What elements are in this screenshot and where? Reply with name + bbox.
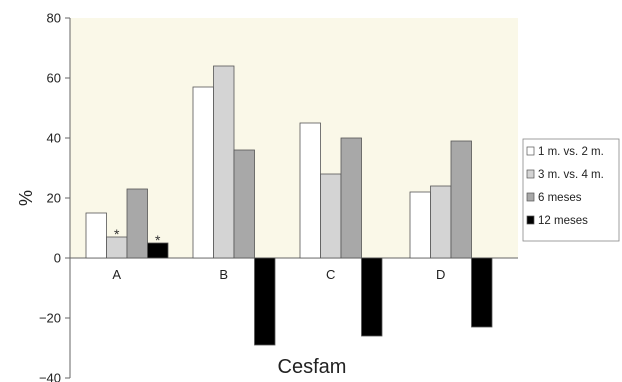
bar <box>471 257 493 328</box>
bar <box>430 185 452 259</box>
y-axis-ticks: 80 60 40 20 0 −20 −40 <box>39 11 70 382</box>
x-axis-label: Cesfam <box>278 356 347 378</box>
legend-label: 3 m. vs. 4 m. <box>538 169 604 181</box>
bar <box>299 122 321 259</box>
y-tick-label: 20 <box>47 191 61 206</box>
category-label: B <box>219 267 228 282</box>
bar <box>320 173 342 259</box>
y-tick-label: −20 <box>39 311 61 326</box>
annotations: * * <box>114 226 161 248</box>
bar <box>340 137 362 259</box>
bar <box>126 188 148 259</box>
legend-swatch <box>526 169 535 179</box>
y-tick-label: 80 <box>47 11 61 26</box>
bar <box>409 191 431 259</box>
y-tick-label: 0 <box>54 251 61 266</box>
legend-swatch <box>526 192 535 202</box>
bar <box>254 257 276 346</box>
y-tick-label: 40 <box>47 131 61 146</box>
category-label: A <box>112 267 121 282</box>
legend-swatch <box>526 215 535 225</box>
bar <box>192 86 214 259</box>
y-axis-label: % <box>16 190 36 206</box>
annotation-asterisk: * <box>155 232 161 248</box>
legend-box <box>522 138 620 242</box>
bar <box>450 140 472 259</box>
annotation-asterisk: * <box>114 226 120 242</box>
legend: 1 m. vs. 2 m. 3 m. vs. 4 m. 6 meses 12 mese… <box>522 138 620 242</box>
legend-label: 1 m. vs. 2 m. <box>538 146 604 158</box>
category-labels: A B C D <box>112 267 445 282</box>
bars <box>85 65 493 346</box>
bar <box>361 257 383 337</box>
y-tick-label: 60 <box>47 71 61 86</box>
bar <box>85 212 107 259</box>
bar <box>233 149 255 259</box>
category-label: C <box>326 267 335 282</box>
legend-label: 6 meses <box>538 192 582 204</box>
legend-label: 12 meses <box>538 215 588 227</box>
bar <box>213 65 235 259</box>
y-tick-label: −40 <box>39 371 61 382</box>
legend-swatch <box>526 146 535 156</box>
bar <box>147 242 169 259</box>
category-label: D <box>436 267 445 282</box>
